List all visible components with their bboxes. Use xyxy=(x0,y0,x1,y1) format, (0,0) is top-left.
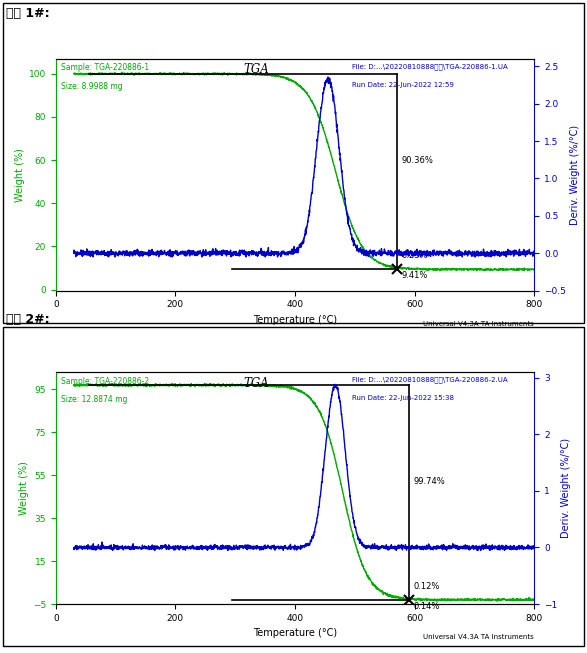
X-axis label: Temperature (°C): Temperature (°C) xyxy=(253,315,337,325)
Text: 99.74%: 99.74% xyxy=(413,477,445,486)
X-axis label: Temperature (°C): Temperature (°C) xyxy=(253,628,337,638)
Text: Sample: TGA-220886-1: Sample: TGA-220886-1 xyxy=(60,63,149,72)
Y-axis label: Weight (%): Weight (%) xyxy=(15,148,25,202)
Text: 0.23%: 0.23% xyxy=(402,251,428,261)
Text: File: D:...\20220810888实验\TGA-220886-2.UA: File: D:...\20220810888实验\TGA-220886-2.U… xyxy=(352,377,508,383)
Text: Size: 8.9988 mg: Size: 8.9988 mg xyxy=(60,82,122,91)
Text: TGA: TGA xyxy=(244,63,269,76)
Text: Run Date: 22-Jun-2022 15:38: Run Date: 22-Jun-2022 15:38 xyxy=(352,395,454,402)
Text: Universal V4.3A TA Instruments: Universal V4.3A TA Instruments xyxy=(423,634,534,640)
Text: Universal V4.3A TA Instruments: Universal V4.3A TA Instruments xyxy=(423,321,534,326)
Y-axis label: Weight (%): Weight (%) xyxy=(19,461,29,515)
Text: 9.41%: 9.41% xyxy=(402,271,428,280)
Text: 0.14%: 0.14% xyxy=(413,602,440,611)
Text: File: D:...\20220810888实验\TGA-220886-1.UA: File: D:...\20220810888实验\TGA-220886-1.U… xyxy=(352,63,508,70)
Text: Run Date: 22-Jun-2022 12:59: Run Date: 22-Jun-2022 12:59 xyxy=(352,82,454,88)
Y-axis label: Deriv. Weight (%/°C): Deriv. Weight (%/°C) xyxy=(570,125,580,225)
Text: 样品 1#:: 样品 1#: xyxy=(6,7,49,20)
Text: 90.36%: 90.36% xyxy=(402,156,433,165)
Text: Size: 12.8874 mg: Size: 12.8874 mg xyxy=(60,395,127,404)
Text: Sample: TGA-220886-2: Sample: TGA-220886-2 xyxy=(60,377,149,386)
Text: 0.12%: 0.12% xyxy=(413,582,440,591)
Text: TGA: TGA xyxy=(244,377,269,390)
Text: 样品 2#:: 样品 2#: xyxy=(6,313,49,326)
Y-axis label: Deriv. Weight (%/°C): Deriv. Weight (%/°C) xyxy=(561,438,571,538)
